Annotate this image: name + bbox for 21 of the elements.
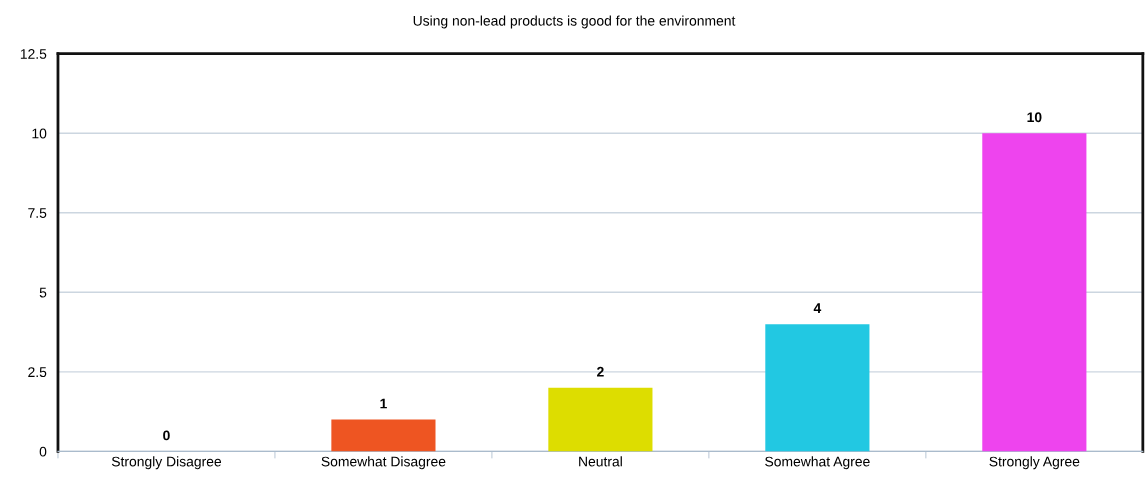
y-tick-label: 7.5	[28, 208, 47, 218]
bar	[331, 419, 436, 452]
x-tick-label: Strongly Agree	[989, 456, 1080, 470]
chart-title: Using non-lead products is good for the environment	[413, 15, 736, 29]
data-label: 1	[380, 398, 387, 409]
y-tick-label: 2.5	[28, 367, 47, 378]
bar	[765, 324, 870, 452]
x-tick-label: Neutral	[579, 456, 622, 467]
bar	[982, 133, 1087, 452]
data-label: 2	[597, 366, 604, 377]
data-label: 0	[163, 430, 170, 441]
data-label: 4	[813, 303, 822, 313]
y-tick-label: 12.5	[20, 49, 47, 59]
bar	[548, 387, 653, 452]
y-tick-label: 10	[32, 128, 47, 139]
data-label: 10	[1027, 112, 1042, 123]
y-tick-label: 0	[39, 446, 47, 457]
x-tick-label: Somewhat Disagree	[321, 456, 446, 470]
x-tick-label: Strongly Disagree	[111, 456, 222, 470]
y-tick-label: 5	[39, 287, 47, 298]
x-tick-label: Somewhat Agree	[765, 456, 870, 470]
